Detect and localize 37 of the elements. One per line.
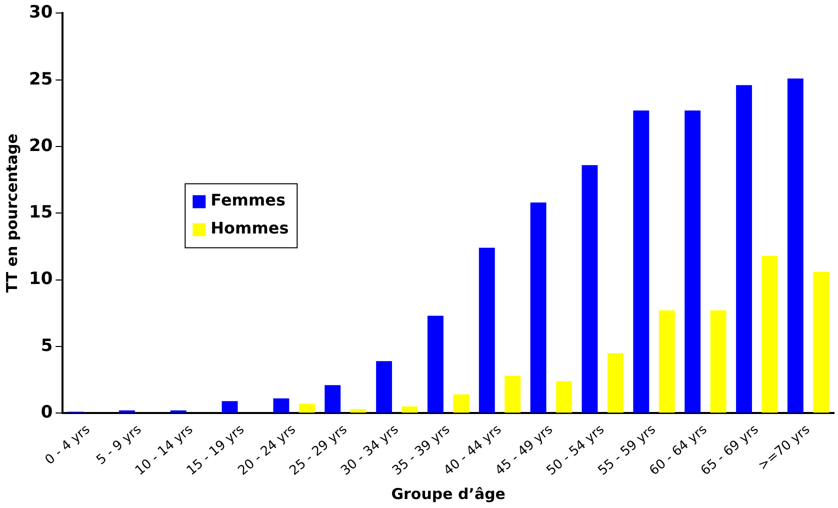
bar	[273, 398, 290, 413]
bar	[633, 110, 650, 413]
bar	[813, 272, 830, 413]
bar	[658, 310, 675, 413]
bar	[170, 410, 186, 413]
bar	[607, 353, 624, 413]
bar	[504, 376, 521, 413]
y-tick-label: 15	[28, 202, 53, 223]
bar	[324, 385, 341, 413]
y-tick-label: 20	[28, 136, 53, 156]
bar	[453, 394, 470, 413]
y-tick-label: 30	[28, 2, 53, 23]
x-tick-label: 0 - 4 yrs	[42, 422, 94, 468]
bar	[478, 248, 495, 413]
bar	[118, 410, 135, 413]
bar	[787, 78, 804, 413]
y-tick-label: 5	[40, 336, 53, 356]
bar	[736, 85, 752, 413]
legend-label: Hommes	[210, 218, 289, 238]
bar	[350, 409, 366, 413]
bar	[762, 256, 778, 413]
bar	[298, 404, 315, 413]
legend-label: Femmes	[210, 190, 286, 210]
bar	[530, 202, 546, 413]
bar	[222, 401, 238, 413]
bar	[582, 165, 598, 413]
y-axis-title: TT en pourcentage	[2, 134, 21, 293]
x-axis-title: Groupe d’âge	[391, 484, 506, 503]
bar	[402, 406, 418, 413]
bar	[428, 316, 444, 413]
bar	[710, 310, 726, 413]
y-tick-label: 10	[28, 269, 53, 290]
y-tick-label: 25	[28, 69, 53, 90]
bar	[376, 361, 392, 413]
bar	[684, 110, 701, 413]
y-tick-label: 0	[40, 402, 53, 422]
bar	[556, 381, 572, 413]
